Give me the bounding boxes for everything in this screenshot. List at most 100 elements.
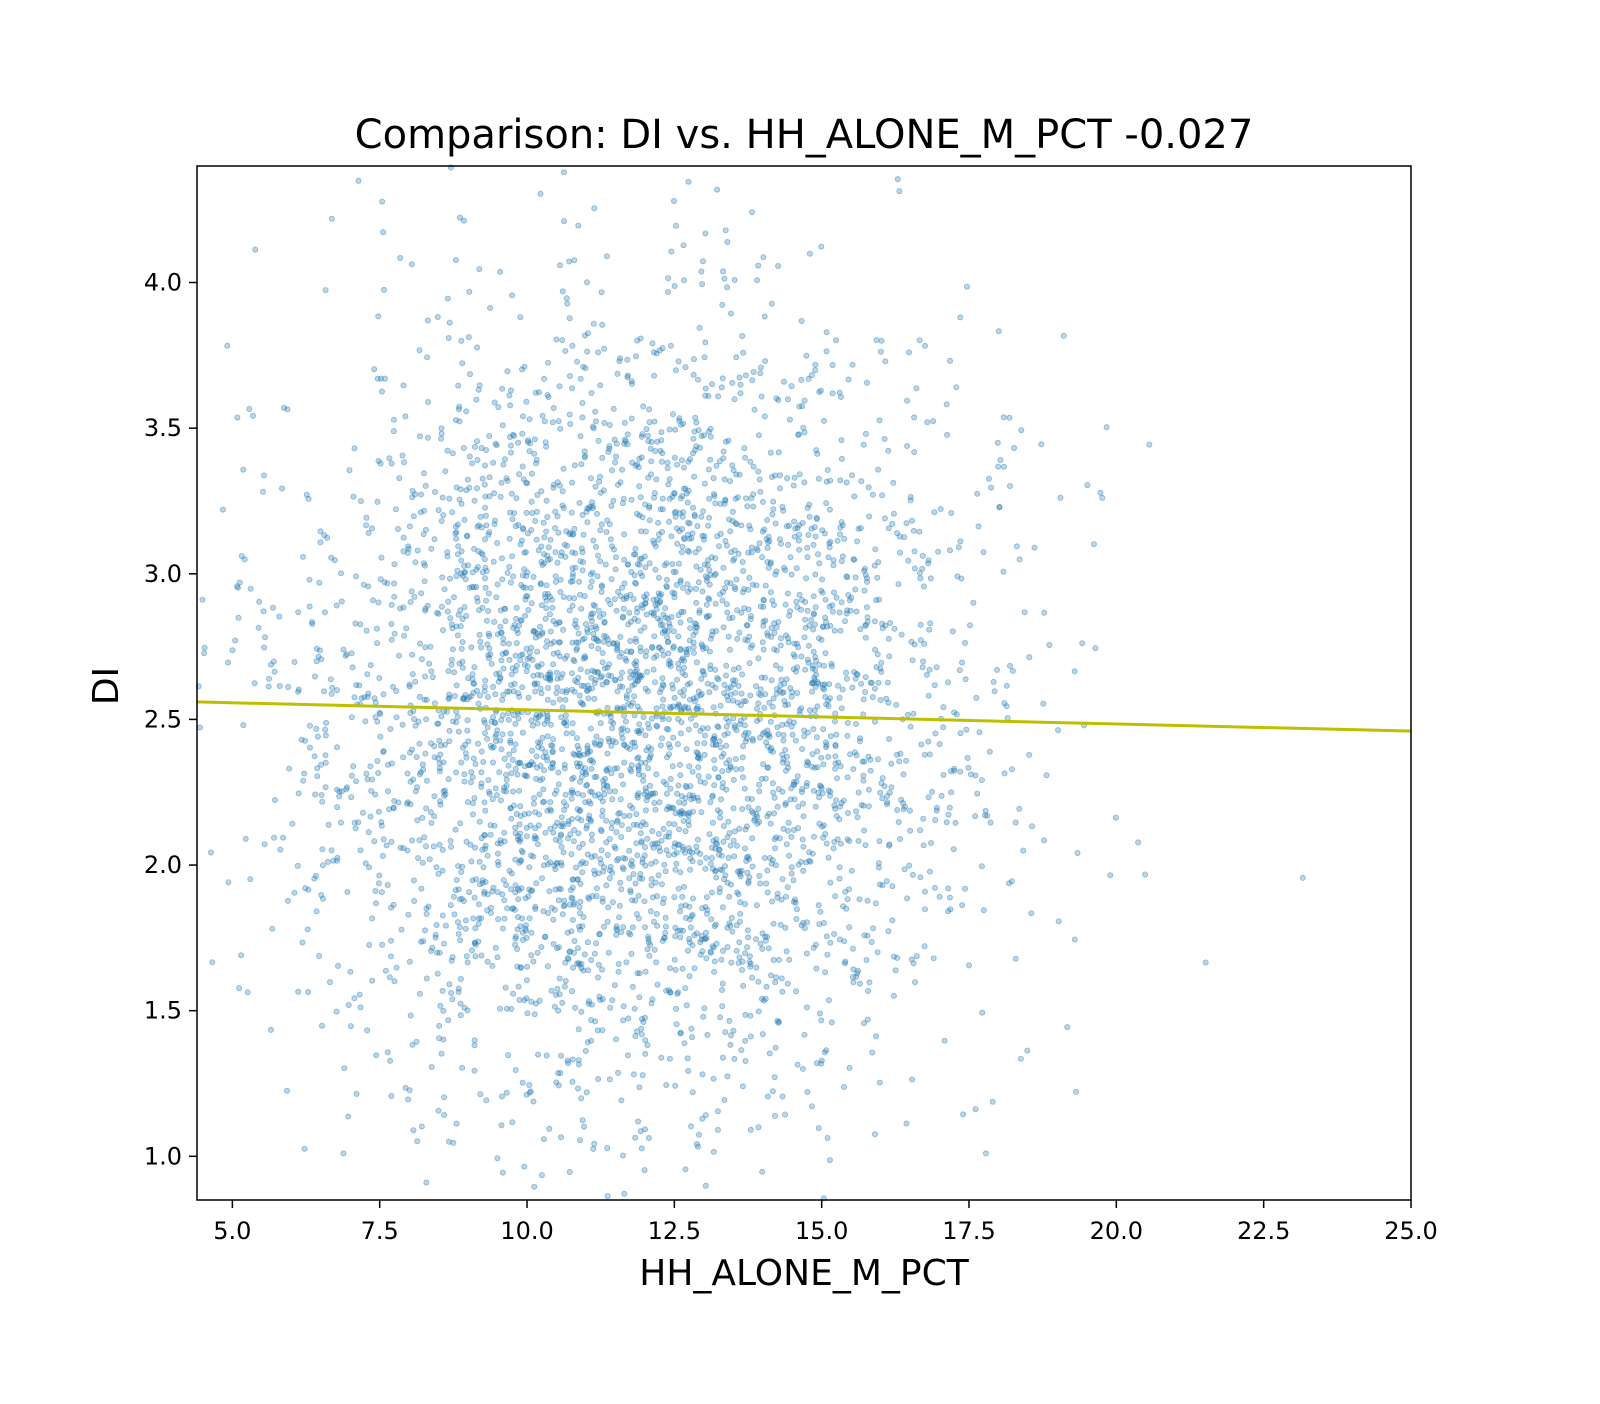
data-point xyxy=(482,879,489,886)
data-point xyxy=(316,953,323,960)
data-point xyxy=(692,624,699,631)
data-point xyxy=(455,931,462,938)
data-point xyxy=(945,885,952,892)
data-point xyxy=(555,781,562,788)
data-point xyxy=(639,875,646,882)
data-point xyxy=(295,790,302,797)
data-point xyxy=(813,734,820,741)
data-point xyxy=(791,474,798,481)
data-point xyxy=(495,862,502,869)
data-point xyxy=(472,953,479,960)
data-point xyxy=(700,258,707,265)
data-point xyxy=(252,246,259,253)
data-point xyxy=(982,1150,989,1157)
data-point xyxy=(526,649,533,656)
data-point xyxy=(705,522,712,529)
data-point xyxy=(242,835,249,842)
data-point xyxy=(909,1076,916,1083)
data-point xyxy=(635,677,642,684)
data-point xyxy=(642,685,649,692)
data-point xyxy=(822,614,829,621)
data-point xyxy=(614,688,621,695)
data-point xyxy=(452,257,459,264)
data-point xyxy=(516,471,523,478)
data-point xyxy=(760,997,767,1004)
data-point xyxy=(862,674,869,681)
data-point xyxy=(393,714,400,721)
data-point xyxy=(666,623,673,630)
data-point xyxy=(240,466,247,473)
data-point xyxy=(857,735,864,742)
data-point xyxy=(363,514,370,521)
data-point xyxy=(550,661,557,668)
data-point xyxy=(445,776,452,783)
data-point xyxy=(685,818,692,825)
data-point xyxy=(1007,482,1014,489)
data-point xyxy=(733,521,740,528)
data-point xyxy=(689,849,696,856)
data-point xyxy=(652,790,659,797)
data-point xyxy=(373,625,380,632)
data-point xyxy=(720,268,727,275)
data-point xyxy=(562,712,569,719)
data-point xyxy=(553,669,560,676)
data-point xyxy=(680,692,687,699)
data-point xyxy=(348,714,355,721)
data-point xyxy=(697,939,704,946)
data-point xyxy=(761,526,768,533)
data-point xyxy=(587,788,594,795)
data-point xyxy=(858,802,865,809)
data-point xyxy=(716,738,723,745)
data-point xyxy=(608,825,615,832)
data-point xyxy=(587,725,594,732)
data-point xyxy=(704,614,711,621)
data-point xyxy=(537,580,544,587)
data-point xyxy=(609,997,616,1004)
data-point xyxy=(423,975,430,982)
data-point xyxy=(606,788,613,795)
data-point xyxy=(1016,556,1023,563)
data-point xyxy=(794,1061,801,1068)
data-point xyxy=(497,737,504,744)
data-point xyxy=(779,788,786,795)
data-point xyxy=(759,639,766,646)
data-point xyxy=(435,1107,442,1114)
data-point xyxy=(711,923,718,930)
data-point xyxy=(319,846,326,853)
data-point xyxy=(732,495,739,502)
data-point xyxy=(445,598,452,605)
data-point xyxy=(764,867,771,874)
data-point xyxy=(720,823,727,830)
data-point xyxy=(1084,482,1091,489)
data-point xyxy=(834,775,841,782)
data-point xyxy=(799,746,806,753)
data-point xyxy=(500,787,507,794)
data-point xyxy=(312,791,319,798)
data-point xyxy=(280,834,287,841)
data-point xyxy=(747,458,754,465)
data-point xyxy=(707,662,714,669)
data-point xyxy=(499,422,506,429)
data-point xyxy=(584,626,591,633)
data-point xyxy=(452,530,459,537)
data-point xyxy=(696,444,703,451)
data-point xyxy=(742,950,749,957)
data-point xyxy=(556,696,563,703)
data-point xyxy=(490,744,497,751)
data-point xyxy=(665,726,672,733)
data-point xyxy=(647,782,654,789)
data-point xyxy=(612,739,619,746)
data-point xyxy=(754,547,761,554)
data-point xyxy=(303,491,310,498)
data-point xyxy=(783,676,790,683)
data-point xyxy=(820,761,827,768)
data-point xyxy=(823,840,830,847)
data-point xyxy=(474,598,481,605)
data-point xyxy=(575,630,582,637)
data-point xyxy=(341,1065,348,1072)
data-point xyxy=(849,945,856,952)
data-point xyxy=(594,637,601,644)
data-point xyxy=(774,890,781,897)
data-point xyxy=(645,720,652,727)
data-point xyxy=(727,842,734,849)
